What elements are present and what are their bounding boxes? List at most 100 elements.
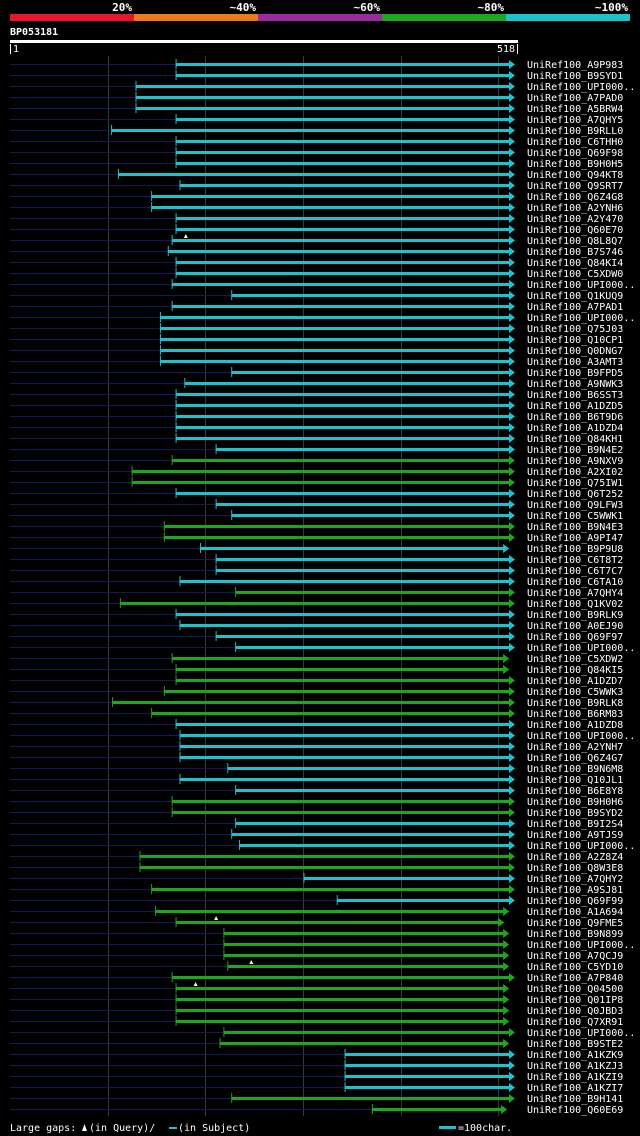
hit-bar[interactable] — [223, 943, 505, 946]
hit-label[interactable]: UniRef100_Q60E70 — [527, 225, 623, 236]
hit-row[interactable]: UniRef100_Q69F98 — [10, 147, 623, 159]
hit-label[interactable]: UniRef100_B9N899 — [527, 929, 623, 940]
hit-row[interactable]: UniRef100_B9RLK8 — [10, 697, 623, 709]
hit-label[interactable]: UniRef100_Q01IP8 — [527, 995, 623, 1006]
hit-label[interactable]: UniRef100_A1KZI9 — [527, 1072, 623, 1083]
hit-row[interactable]: UniRef100_C5WWK3 — [10, 686, 623, 698]
hit-bar[interactable] — [136, 107, 510, 110]
hit-row[interactable]: UniRef100_A0EJ90 — [10, 620, 623, 632]
hit-label[interactable]: UniRef100_Q69F98 — [527, 148, 623, 159]
hit-label[interactable]: UniRef100_UPI000.. — [527, 313, 635, 324]
hit-label[interactable]: UniRef100_A7PAD1 — [527, 302, 623, 313]
hit-bar[interactable] — [164, 525, 510, 528]
hit-label[interactable]: UniRef100_Q84KI4 — [527, 258, 623, 269]
hit-row[interactable]: UniRef100_C6T7C7 — [10, 565, 623, 577]
hit-label[interactable]: UniRef100_B6SST3 — [527, 390, 623, 401]
hit-bar[interactable] — [345, 1086, 510, 1089]
hit-bar[interactable] — [136, 85, 510, 88]
hit-row[interactable]: UniRef100_UPI000.. — [10, 1027, 635, 1039]
hit-label[interactable]: UniRef100_A7P840 — [527, 973, 623, 984]
hit-row[interactable]: UniRef100_C5XDW0 — [10, 268, 623, 280]
hit-label[interactable]: UniRef100_Q60E69 — [527, 1105, 623, 1116]
hit-label[interactable]: UniRef100_B9FPD5 — [527, 368, 623, 379]
hit-label[interactable]: UniRef100_A1DZD4 — [527, 423, 623, 434]
hit-bar[interactable] — [176, 437, 511, 440]
hit-row[interactable]: UniRef100_A1A694 — [10, 906, 623, 918]
hit-label[interactable]: UniRef100_A7QHY4 — [527, 588, 623, 599]
hit-row[interactable]: UniRef100_B9P9U8 — [10, 543, 623, 555]
hit-bar[interactable] — [139, 855, 510, 858]
hit-row[interactable]: UniRef100_A1DZD5 — [10, 400, 623, 412]
hit-label[interactable]: UniRef100_A9P983 — [527, 60, 623, 71]
hit-row[interactable]: UniRef100_A2Y470 — [10, 213, 623, 225]
hit-label[interactable]: UniRef100_UPI000.. — [527, 643, 635, 654]
hit-row[interactable]: UniRef100_A7PAD1 — [10, 301, 623, 313]
hit-bar[interactable] — [164, 690, 510, 693]
hit-bar[interactable] — [151, 195, 510, 198]
hit-row[interactable]: UniRef100_B9H0H5 — [10, 158, 623, 170]
hit-row[interactable]: UniRef100_B9RLK9 — [10, 609, 623, 621]
hit-row[interactable]: UniRef100_Q0JBD3 — [10, 1005, 623, 1017]
hit-bar[interactable] — [176, 74, 511, 77]
hit-row[interactable]: UniRef100_A9TJS9 — [10, 829, 623, 841]
hit-label[interactable]: UniRef100_Q04500 — [527, 984, 623, 995]
hit-bar[interactable] — [168, 250, 510, 253]
hit-bar[interactable] — [179, 734, 511, 737]
hit-label[interactable]: UniRef100_A2XI02 — [527, 467, 623, 478]
hit-row[interactable]: UniRef100_A1KZI9 — [10, 1071, 623, 1083]
hit-label[interactable]: UniRef100_C6THH0 — [527, 137, 623, 148]
hit-label[interactable]: UniRef100_Q6Z4G8 — [527, 192, 623, 203]
hit-label[interactable]: UniRef100_Q1KV02 — [527, 599, 623, 610]
hit-label[interactable]: UniRef100_B9SYD1 — [527, 71, 623, 82]
hit-bar[interactable] — [176, 404, 511, 407]
hit-bar[interactable] — [176, 998, 505, 1001]
hit-label[interactable]: UniRef100_B6RM83 — [527, 709, 623, 720]
hit-bar[interactable] — [176, 668, 505, 671]
hit-row[interactable]: UniRef100_A3AMT3 — [10, 356, 623, 368]
hit-label[interactable]: UniRef100_A1KZK9 — [527, 1050, 623, 1061]
hit-bar[interactable] — [155, 910, 505, 913]
hit-row[interactable]: UniRef100_B9SYD2 — [10, 807, 623, 819]
hit-bar[interactable] — [176, 63, 511, 66]
hit-label[interactable]: UniRef100_A2Z8Z4 — [527, 852, 623, 863]
hit-bar[interactable] — [139, 866, 510, 869]
hit-row[interactable]: UniRef100_UPI000.. — [10, 642, 635, 654]
hit-row[interactable]: UniRef100_B9N4E2 — [10, 444, 623, 456]
hit-label[interactable]: UniRef100_B9N4E3 — [527, 522, 623, 533]
hit-row[interactable]: UniRef100_B7S746 — [10, 246, 623, 258]
hit-row[interactable]: UniRef100_Q01IP8 — [10, 994, 623, 1006]
hit-label[interactable]: UniRef100_Q69F97 — [527, 632, 623, 643]
hit-row[interactable]: UniRef100_Q7XR91 — [10, 1016, 623, 1028]
hit-bar[interactable] — [179, 624, 511, 627]
hit-row[interactable]: UniRef100_A7QHY4 — [10, 587, 623, 599]
hit-row[interactable]: UniRef100_C6TA10 — [10, 576, 623, 588]
hit-row[interactable]: UniRef100_Q69F99 — [10, 895, 623, 907]
hit-row[interactable]: UniRef100_B6T9D6 — [10, 411, 623, 423]
hit-label[interactable]: UniRef100_C5YD10 — [527, 962, 623, 973]
hit-bar[interactable] — [239, 844, 510, 847]
hit-label[interactable]: UniRef100_B9I2S4 — [527, 819, 623, 830]
hit-bar[interactable] — [216, 448, 510, 451]
hit-bar[interactable] — [132, 481, 511, 484]
hit-bar[interactable] — [235, 822, 510, 825]
hit-row[interactable]: UniRef100_A9PI47 — [10, 532, 623, 544]
hit-bar[interactable] — [176, 118, 511, 121]
hit-label[interactable]: UniRef100_A1DZD8 — [527, 720, 623, 731]
hit-bar[interactable] — [176, 228, 511, 231]
hit-bar[interactable] — [227, 965, 505, 968]
hit-row[interactable]: UniRef100_Q04500 — [10, 982, 623, 995]
hit-row[interactable]: UniRef100_A1KZK9 — [10, 1049, 623, 1061]
hit-bar[interactable] — [172, 657, 505, 660]
hit-row[interactable]: UniRef100_Q10JL1 — [10, 774, 623, 786]
hit-row[interactable]: UniRef100_A1KZI7 — [10, 1082, 623, 1094]
hit-bar[interactable] — [151, 888, 510, 891]
hit-row[interactable]: UniRef100_Q8W3E8 — [10, 862, 623, 874]
hit-row[interactable]: UniRef100_Q84KH1 — [10, 433, 623, 445]
hit-bar[interactable] — [151, 712, 510, 715]
hit-row[interactable]: UniRef100_Q1KUQ9 — [10, 290, 623, 302]
hit-bar[interactable] — [345, 1075, 510, 1078]
hit-label[interactable]: UniRef100_Q84KH1 — [527, 434, 623, 445]
hit-row[interactable]: UniRef100_B9RLL0 — [10, 125, 623, 137]
hit-bar[interactable] — [223, 932, 505, 935]
hit-label[interactable]: UniRef100_B7S746 — [527, 247, 623, 258]
